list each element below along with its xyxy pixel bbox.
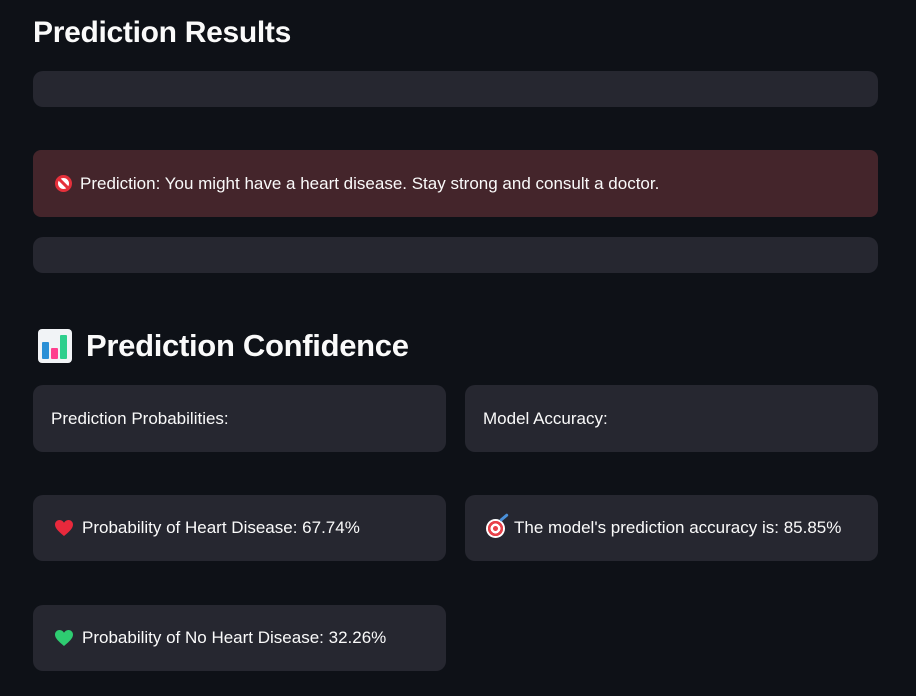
results-heading: Prediction Results <box>33 16 291 49</box>
confidence-heading-text: Prediction Confidence <box>86 328 409 363</box>
probabilities-label-box: Prediction Probabilities: <box>33 385 446 452</box>
heart-disease-probability-text: Probability of Heart Disease: 67.74% <box>82 518 360 537</box>
no-heart-disease-probability-text: Probability of No Heart Disease: 32.26% <box>82 628 387 647</box>
empty-container-top <box>33 71 878 107</box>
prediction-alert-text: Prediction: You might have a heart disea… <box>80 173 660 193</box>
bar-chart-icon <box>38 329 72 363</box>
prediction-alert: Prediction: You might have a heart disea… <box>33 150 878 217</box>
red-heart-icon <box>55 520 73 536</box>
accuracy-value-box: The model's prediction accuracy is: 85.8… <box>465 495 878 561</box>
no-entry-icon <box>55 175 72 192</box>
no-heart-disease-probability-box: Probability of No Heart Disease: 32.26% <box>33 605 446 671</box>
confidence-heading: Prediction Confidence <box>38 326 409 366</box>
accuracy-label: Model Accuracy: <box>483 408 608 428</box>
accuracy-value-text: The model's prediction accuracy is: 85.8… <box>514 518 842 537</box>
heart-disease-probability-box: Probability of Heart Disease: 67.74% <box>33 495 446 561</box>
empty-container-bottom <box>33 237 878 273</box>
green-heart-icon <box>55 630 73 646</box>
target-icon <box>486 518 505 538</box>
probabilities-label: Prediction Probabilities: <box>51 408 229 428</box>
accuracy-label-box: Model Accuracy: <box>465 385 878 452</box>
